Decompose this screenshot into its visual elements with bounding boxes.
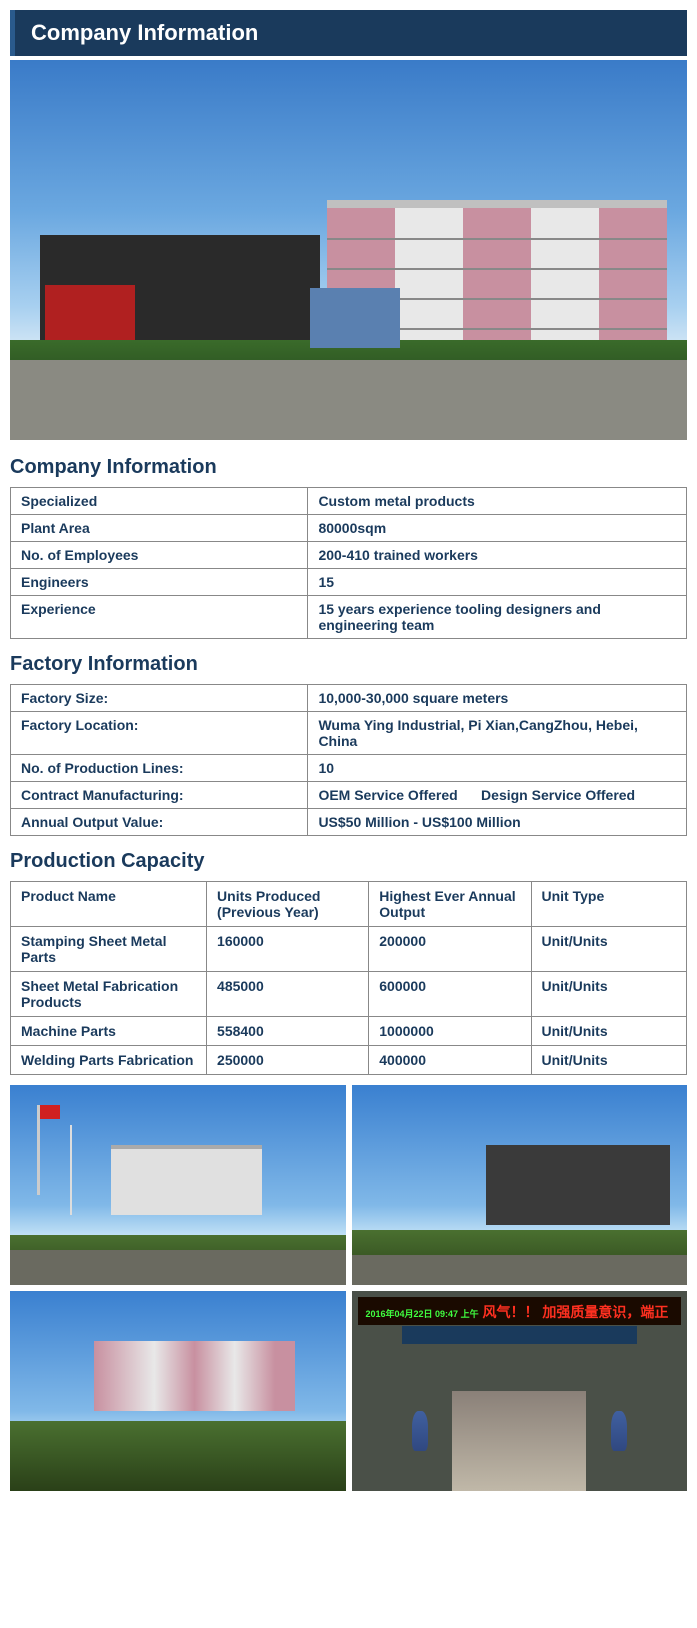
info-label: Plant Area <box>11 515 308 542</box>
cell-name: Sheet Metal Fabrication Products <box>11 972 207 1017</box>
info-value: 15 years experience tooling designers an… <box>308 596 687 639</box>
table-row: Welding Parts Fabrication 250000 400000 … <box>11 1046 687 1075</box>
info-value: Wuma Ying Industrial, Pi Xian,CangZhou, … <box>308 712 687 755</box>
table-row: Stamping Sheet Metal Parts 160000 200000… <box>11 927 687 972</box>
info-value: 15 <box>308 569 687 596</box>
info-label: Factory Location: <box>11 712 308 755</box>
factory-info-table: Factory Size:10,000-30,000 square meters… <box>10 684 687 836</box>
table-row: Sheet Metal Fabrication Products 485000 … <box>11 972 687 1017</box>
col-header-highest: Highest Ever Annual Output <box>369 882 531 927</box>
cell-name: Machine Parts <box>11 1017 207 1046</box>
info-label: No. of Employees <box>11 542 308 569</box>
hero-factory-image <box>10 60 687 440</box>
page-title: Company Information <box>31 20 258 45</box>
cell-type: Unit/Units <box>531 1017 687 1046</box>
info-value: US$50 Million - US$100 Million <box>308 809 687 836</box>
cell-units: 558400 <box>207 1017 369 1046</box>
cell-highest: 600000 <box>369 972 531 1017</box>
gallery-image-3 <box>10 1291 346 1491</box>
gallery-image-2 <box>352 1085 688 1285</box>
table-row: No. of Production Lines:10 <box>11 755 687 782</box>
cell-name: Stamping Sheet Metal Parts <box>11 927 207 972</box>
cell-units: 250000 <box>207 1046 369 1075</box>
info-value: OEM Service Offered Design Service Offer… <box>308 782 687 809</box>
led-timestamp: 2016年04月22日 09:47 上午 <box>366 1309 479 1319</box>
table-row: No. of Employees200-410 trained workers <box>11 542 687 569</box>
cell-type: Unit/Units <box>531 1046 687 1075</box>
page-header: Company Information <box>10 10 687 56</box>
info-value: 10,000-30,000 square meters <box>308 685 687 712</box>
info-value: Custom metal products <box>308 488 687 515</box>
col-header-name: Product Name <box>11 882 207 927</box>
cell-type: Unit/Units <box>531 927 687 972</box>
gallery: 2016年04月22日 09:47 上午 风气！！ 加强质量意识，端正 <box>10 1085 687 1491</box>
table-row: Contract Manufacturing:OEM Service Offer… <box>11 782 687 809</box>
info-label: Annual Output Value: <box>11 809 308 836</box>
col-header-type: Unit Type <box>531 882 687 927</box>
gallery-image-1 <box>10 1085 346 1285</box>
cell-units: 485000 <box>207 972 369 1017</box>
led-sign: 2016年04月22日 09:47 上午 风气！！ 加强质量意识，端正 <box>358 1297 682 1325</box>
table-row: Machine Parts 558400 1000000 Unit/Units <box>11 1017 687 1046</box>
company-info-heading: Company Information <box>10 456 687 479</box>
info-label: Specialized <box>11 488 308 515</box>
company-info-table: SpecializedCustom metal products Plant A… <box>10 487 687 639</box>
cell-units: 160000 <box>207 927 369 972</box>
table-header-row: Product Name Units Produced (Previous Ye… <box>11 882 687 927</box>
cell-highest: 400000 <box>369 1046 531 1075</box>
table-row: Factory Location:Wuma Ying Industrial, P… <box>11 712 687 755</box>
cell-name: Welding Parts Fabrication <box>11 1046 207 1075</box>
info-label: No. of Production Lines: <box>11 755 308 782</box>
production-capacity-heading: Production Capacity <box>10 850 687 873</box>
cell-highest: 1000000 <box>369 1017 531 1046</box>
table-row: Factory Size:10,000-30,000 square meters <box>11 685 687 712</box>
info-value: 200-410 trained workers <box>308 542 687 569</box>
info-label: Experience <box>11 596 308 639</box>
info-label: Contract Manufacturing: <box>11 782 308 809</box>
table-row: Annual Output Value:US$50 Million - US$1… <box>11 809 687 836</box>
factory-info-heading: Factory Information <box>10 653 687 676</box>
col-header-units: Units Produced (Previous Year) <box>207 882 369 927</box>
info-label: Engineers <box>11 569 308 596</box>
cell-highest: 200000 <box>369 927 531 972</box>
info-label: Factory Size: <box>11 685 308 712</box>
cell-type: Unit/Units <box>531 972 687 1017</box>
info-value: 80000sqm <box>308 515 687 542</box>
table-row: Plant Area80000sqm <box>11 515 687 542</box>
led-sign-text: 风气！！ 加强质量意识，端正 <box>482 1304 668 1320</box>
production-capacity-table: Product Name Units Produced (Previous Ye… <box>10 881 687 1075</box>
table-row: SpecializedCustom metal products <box>11 488 687 515</box>
gallery-image-4: 2016年04月22日 09:47 上午 风气！！ 加强质量意识，端正 <box>352 1291 688 1491</box>
info-value: 10 <box>308 755 687 782</box>
table-row: Engineers15 <box>11 569 687 596</box>
table-row: Experience15 years experience tooling de… <box>11 596 687 639</box>
